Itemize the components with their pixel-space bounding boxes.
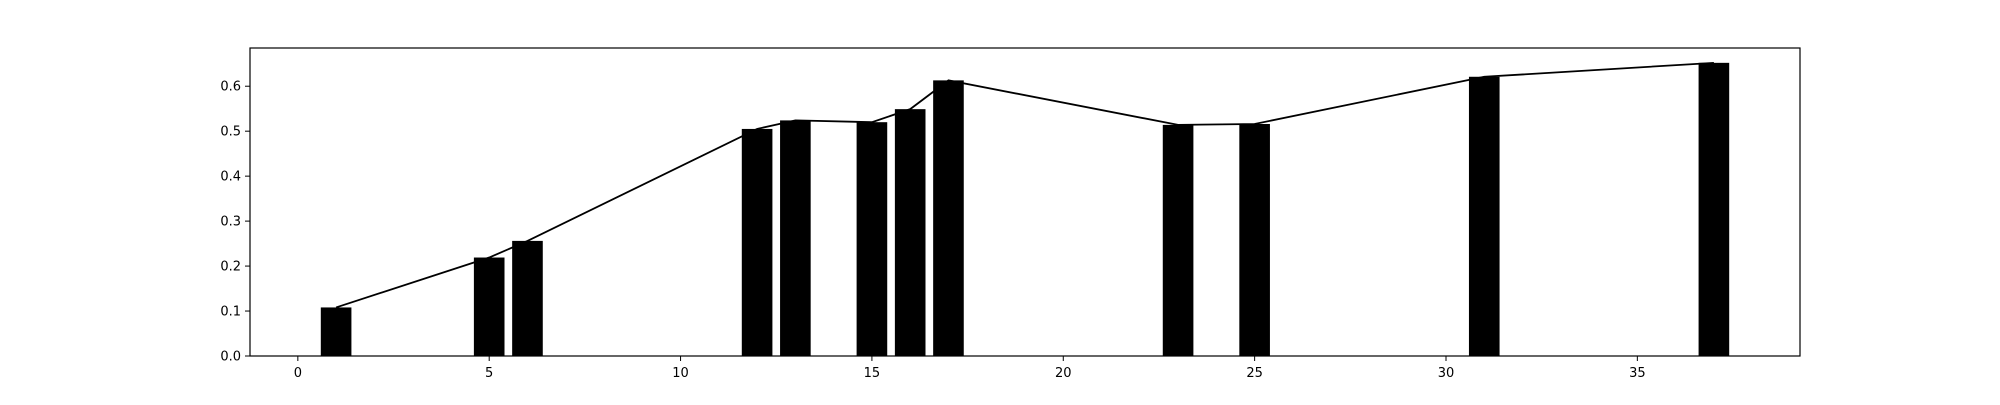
bar <box>1162 124 1194 356</box>
bar <box>933 80 964 357</box>
bar <box>741 128 773 356</box>
y-tick-label: 0.6 <box>220 80 241 95</box>
line-layer <box>335 61 1714 309</box>
bar <box>856 122 888 356</box>
x-tick-label: 30 <box>1438 366 1455 381</box>
y-tick-label: 0.4 <box>220 170 241 185</box>
bar <box>473 257 505 356</box>
y-tick-label: 0.2 <box>220 260 241 275</box>
bar <box>1239 123 1270 357</box>
bar <box>320 307 352 356</box>
bars-layer <box>320 62 1730 357</box>
bar <box>512 240 543 356</box>
x-tick-label: 25 <box>1246 366 1263 381</box>
plot-frame <box>249 47 1801 357</box>
x-tick-label: 15 <box>864 366 881 381</box>
x-tick-label: 20 <box>1055 366 1072 381</box>
x-tick-label: 35 <box>1629 366 1646 381</box>
bar <box>1468 76 1500 356</box>
y-tick-label: 0.0 <box>220 350 241 365</box>
y-tick-label: 0.3 <box>220 215 241 230</box>
x-tick-label: 5 <box>485 366 493 381</box>
bar <box>780 120 811 357</box>
x-tick-label: 0 <box>294 366 302 381</box>
y-tick-label: 0.1 <box>220 305 241 320</box>
bar <box>1698 62 1730 357</box>
line-series <box>335 61 1714 309</box>
y-axis-ticks: 0.0 0.1 0.2 0.3 0.4 0.5 0.6 <box>220 80 250 365</box>
x-axis-ticks: 0 5 10 15 20 25 30 35 <box>294 356 1646 381</box>
bar <box>894 109 926 357</box>
y-tick-label: 0.5 <box>220 125 241 140</box>
x-tick-label: 10 <box>672 366 689 381</box>
